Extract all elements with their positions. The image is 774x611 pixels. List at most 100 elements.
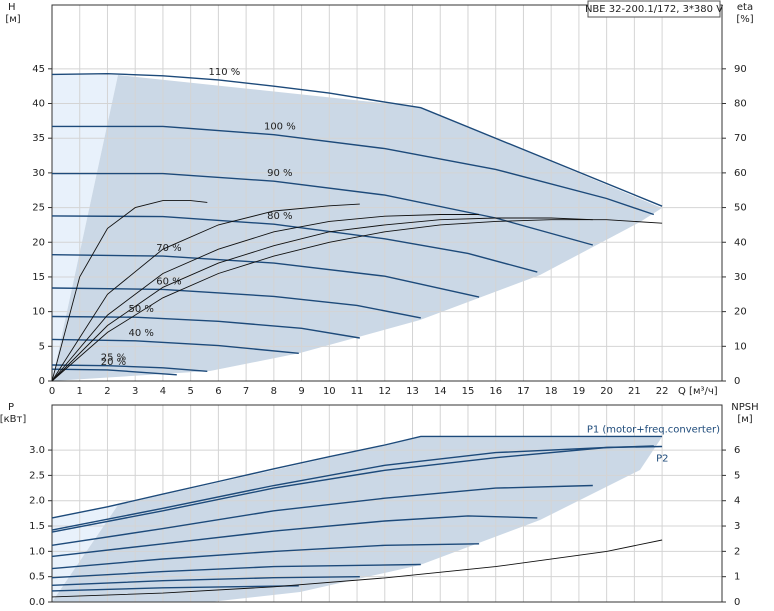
x-tick-label: 1 bbox=[77, 386, 83, 397]
curve-label: 40 % bbox=[128, 328, 153, 339]
y-axis-label: [м] bbox=[5, 14, 20, 25]
y-tick-label: 40 bbox=[32, 99, 45, 110]
y-tick-label: 25 bbox=[32, 203, 45, 214]
y2-tick-label: 80 bbox=[734, 99, 747, 110]
y-tick-label: 2.0 bbox=[29, 496, 45, 507]
chart-title: NBE 32-200.1/172, 3*380 V bbox=[585, 4, 723, 15]
curve bbox=[51, 515, 538, 558]
curve-label: 20 % bbox=[101, 357, 126, 368]
y-tick-label: 0 bbox=[39, 376, 45, 387]
secondary-curve bbox=[51, 219, 663, 382]
curve-label: 60 % bbox=[156, 276, 181, 287]
y2-tick-label: 50 bbox=[734, 203, 747, 214]
y-tick-label: 0.0 bbox=[29, 597, 45, 608]
y-axis-label: P bbox=[8, 402, 14, 413]
curve bbox=[51, 435, 663, 519]
curve bbox=[52, 125, 655, 216]
y-axis-label: [кВт] bbox=[0, 414, 26, 425]
x-tick-label: 13 bbox=[406, 386, 419, 397]
x-tick-label: 10 bbox=[323, 386, 336, 397]
plot-frame bbox=[51, 404, 723, 603]
x-tick-label: 15 bbox=[462, 386, 475, 397]
plot-frame bbox=[51, 4, 723, 382]
x-tick-label: 16 bbox=[489, 386, 502, 397]
curve bbox=[51, 72, 663, 207]
x-tick-label: 21 bbox=[628, 386, 641, 397]
y-tick-label: 45 bbox=[32, 64, 45, 75]
curve bbox=[51, 254, 480, 298]
curve-label: 70 % bbox=[156, 243, 181, 254]
x-tick-label: 6 bbox=[215, 386, 221, 397]
y2-tick-label: 1 bbox=[734, 572, 740, 583]
x-tick-label: 7 bbox=[243, 386, 249, 397]
x-tick-label: 20 bbox=[600, 386, 613, 397]
y2-tick-label: 60 bbox=[734, 168, 747, 179]
y2-tick-label: 30 bbox=[734, 272, 747, 283]
x-tick-label: 9 bbox=[298, 386, 304, 397]
y2-axis-label: [%] bbox=[736, 14, 753, 25]
x-tick-label: 3 bbox=[132, 386, 138, 397]
curve-label: 100 % bbox=[264, 122, 296, 133]
y2-tick-label: 5 bbox=[734, 470, 740, 481]
secondary-curve bbox=[51, 203, 360, 382]
curve-label: 110 % bbox=[209, 67, 241, 78]
y2-tick-label: 70 bbox=[734, 133, 747, 144]
y2-tick-label: 0 bbox=[734, 597, 740, 608]
y-tick-label: 10 bbox=[32, 307, 45, 318]
curve bbox=[51, 563, 421, 579]
y-tick-label: 3.0 bbox=[29, 445, 45, 456]
y2-tick-label: 40 bbox=[734, 237, 747, 248]
y-tick-label: 2.5 bbox=[29, 470, 45, 481]
curve-label: P2 bbox=[656, 454, 668, 465]
y-tick-label: 5 bbox=[39, 341, 45, 352]
x-tick-label: 18 bbox=[545, 386, 558, 397]
curve bbox=[51, 315, 360, 339]
y-tick-label: 0.5 bbox=[29, 572, 45, 583]
secondary-curve bbox=[51, 214, 480, 382]
secondary-curve bbox=[51, 200, 208, 382]
curve bbox=[51, 368, 177, 376]
y-axis-label: H bbox=[8, 2, 16, 13]
plot-layer: 0 1 2 3 4 5 6 7 8 9 10 11 12 13 14 15 16 17 18 19 20 21 220510… bbox=[0, 2, 759, 608]
x-tick-label: 0 bbox=[49, 386, 55, 397]
curve bbox=[51, 484, 593, 546]
x-tick-label: 12 bbox=[378, 386, 391, 397]
curve bbox=[51, 364, 208, 372]
y2-axis-label: NPSH bbox=[731, 402, 758, 413]
y2-tick-label: 0 bbox=[734, 376, 740, 387]
x-tick-label: 4 bbox=[160, 386, 166, 397]
curve-label: 25 % bbox=[101, 353, 126, 364]
y2-tick-label: 10 bbox=[734, 341, 747, 352]
y2-tick-label: 20 bbox=[734, 307, 747, 318]
secondary-curve bbox=[51, 539, 663, 598]
x-tick-label: 14 bbox=[434, 386, 447, 397]
curve bbox=[52, 172, 593, 246]
x-tick-label: 8 bbox=[271, 386, 277, 397]
curve-label: 90 % bbox=[267, 168, 292, 179]
y2-tick-label: 90 bbox=[734, 64, 747, 75]
x-tick-label: 2 bbox=[104, 386, 110, 397]
curve-label: 80 % bbox=[267, 211, 292, 222]
x-axis-label: Q [м³/ч] bbox=[678, 386, 718, 397]
curve bbox=[51, 543, 480, 570]
x-tick-label: 17 bbox=[517, 386, 530, 397]
y-tick-label: 20 bbox=[32, 237, 45, 248]
x-tick-label: 5 bbox=[187, 386, 193, 397]
curve-label: 50 % bbox=[128, 304, 153, 315]
y-tick-label: 15 bbox=[32, 272, 45, 283]
y2-tick-label: 6 bbox=[734, 445, 740, 456]
y2-tick-label: 3 bbox=[734, 521, 740, 532]
x-tick-label: 11 bbox=[351, 386, 364, 397]
x-tick-label: 22 bbox=[656, 386, 669, 397]
curve bbox=[51, 585, 299, 592]
y2-axis-label: eta bbox=[737, 2, 753, 13]
y2-tick-label: 4 bbox=[734, 496, 740, 507]
curve bbox=[51, 445, 654, 533]
secondary-curve bbox=[51, 217, 593, 382]
title-box bbox=[587, 0, 721, 18]
y-tick-label: 1.5 bbox=[29, 521, 45, 532]
y2-axis-label: [м] bbox=[737, 414, 752, 425]
x-tick-label: 19 bbox=[573, 386, 586, 397]
